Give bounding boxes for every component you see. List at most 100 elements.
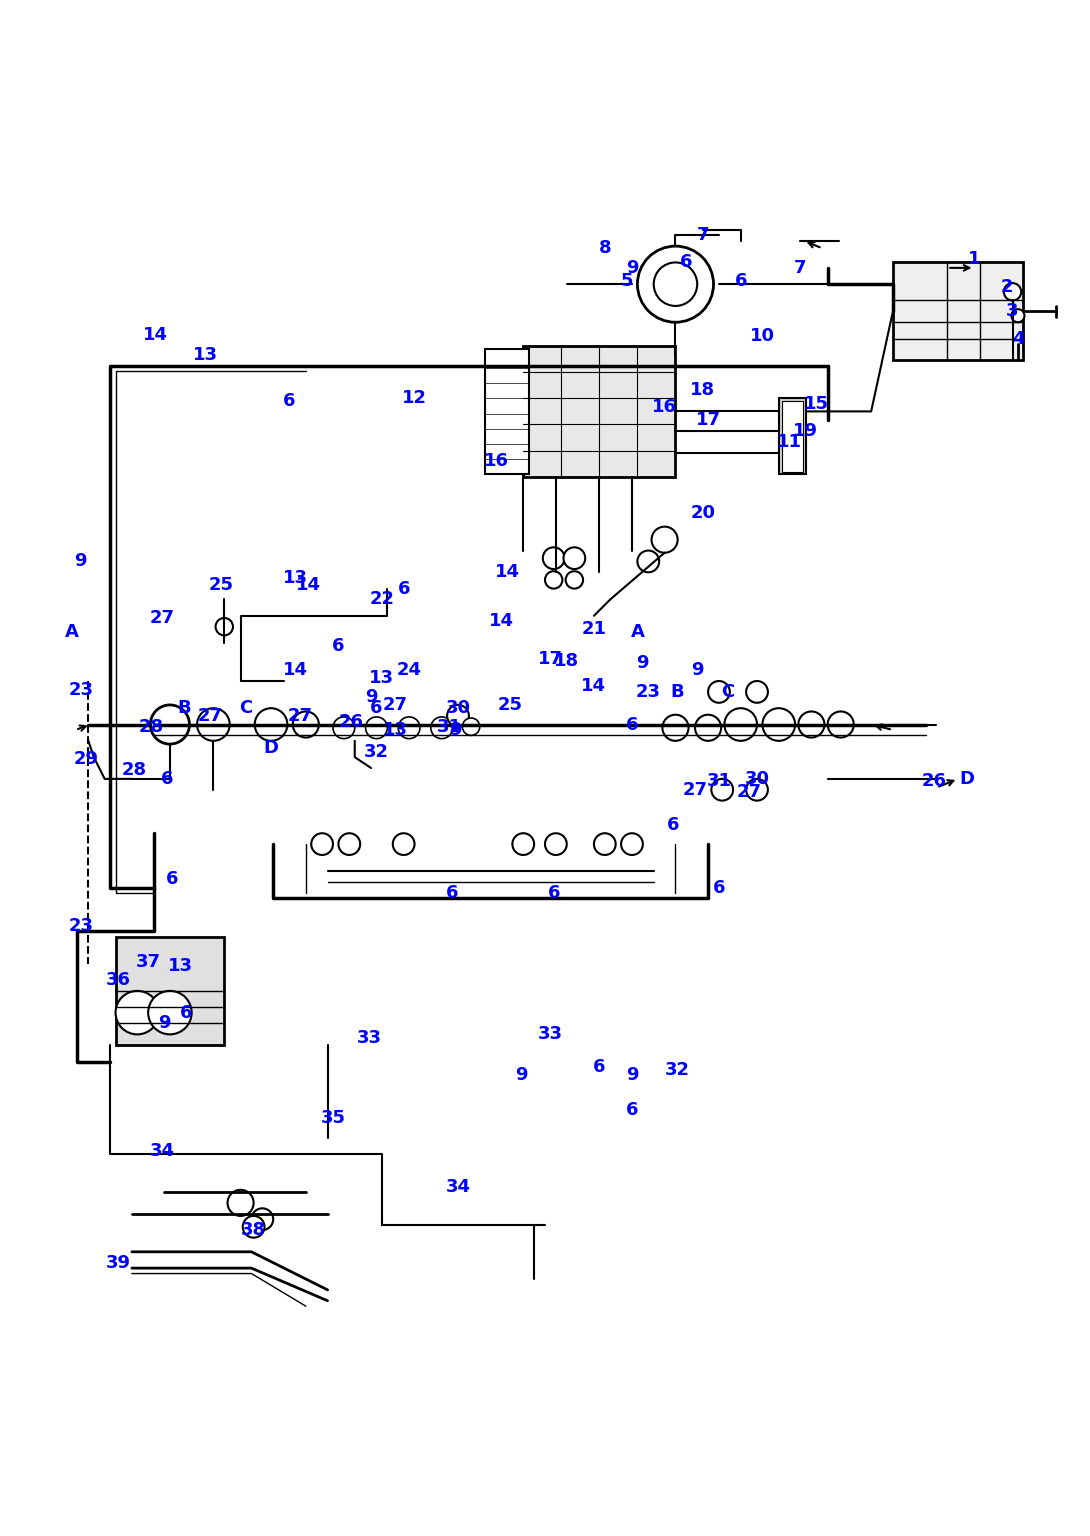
Text: 26: 26 [339,713,364,731]
Circle shape [712,779,734,800]
Text: 13: 13 [383,720,408,739]
Circle shape [747,680,767,703]
Circle shape [654,263,698,306]
Text: 6: 6 [713,879,725,897]
Circle shape [652,527,678,553]
Text: 31: 31 [437,717,462,736]
Text: 23: 23 [69,680,94,699]
Text: 3: 3 [1006,303,1019,321]
Bar [116,937,225,1044]
Text: B: B [670,684,685,700]
Circle shape [398,717,420,739]
Circle shape [638,550,659,573]
Circle shape [255,708,288,740]
Circle shape [545,833,567,856]
Text: 14: 14 [282,660,307,679]
Circle shape [252,1209,274,1230]
Circle shape [312,833,332,856]
Text: 30: 30 [446,699,471,717]
Text: 9: 9 [449,720,462,739]
Text: 27: 27 [682,780,707,799]
Circle shape [197,708,230,740]
Text: 2: 2 [1001,278,1014,296]
Text: 26: 26 [922,773,947,790]
Bar [485,349,529,475]
Text: 28: 28 [138,717,164,736]
Circle shape [663,714,689,740]
Text: 14: 14 [495,564,520,581]
Text: 5: 5 [620,272,633,290]
Text: 9: 9 [74,553,87,570]
Circle shape [365,717,387,739]
Circle shape [708,680,730,703]
Circle shape [566,571,583,588]
Text: 14: 14 [489,613,514,630]
Text: D: D [959,770,974,788]
Circle shape [827,711,853,737]
Text: 28: 28 [121,762,146,779]
Text: 6: 6 [735,272,747,290]
Circle shape [216,617,233,636]
Circle shape [564,547,585,568]
Text: 25: 25 [208,576,233,594]
Text: C: C [720,684,735,700]
Text: 13: 13 [193,346,218,364]
Text: 4: 4 [1012,330,1025,347]
Text: 6: 6 [166,869,179,888]
Text: 6: 6 [446,885,459,902]
Text: C: C [240,699,253,717]
Text: 36: 36 [107,971,131,989]
Bar [893,263,1024,361]
Text: 17: 17 [695,412,720,429]
Text: 37: 37 [135,952,160,971]
Circle shape [1004,283,1021,301]
Text: 34: 34 [446,1178,471,1195]
Text: 17: 17 [538,650,562,668]
Circle shape [431,717,452,739]
Text: 6: 6 [398,579,410,598]
Text: 6: 6 [667,816,679,834]
Text: 34: 34 [149,1141,174,1160]
Text: 13: 13 [370,668,395,687]
Bar [782,401,802,472]
Circle shape [762,708,795,740]
Text: B: B [178,699,191,717]
Text: 6: 6 [593,1058,606,1077]
Text: 39: 39 [107,1253,131,1272]
Circle shape [116,991,159,1034]
Text: 9: 9 [626,260,639,276]
Text: 6: 6 [680,253,692,272]
Text: 25: 25 [498,696,523,714]
Text: 6: 6 [626,716,639,734]
Text: 27: 27 [383,696,408,714]
Text: 18: 18 [690,381,715,399]
Text: 24: 24 [397,660,422,679]
Bar [778,398,806,475]
Text: 33: 33 [356,1029,381,1046]
Text: 9: 9 [626,1066,639,1083]
Text: 6: 6 [547,885,560,902]
Text: 6: 6 [283,392,295,410]
Text: 14: 14 [143,326,168,344]
Text: 30: 30 [744,770,770,788]
Circle shape [228,1190,254,1217]
Circle shape [150,705,190,743]
Text: 13: 13 [282,568,307,587]
Text: 9: 9 [691,660,703,679]
Circle shape [594,833,616,856]
Text: 27: 27 [149,608,174,627]
Circle shape [543,547,565,568]
Text: 27: 27 [197,707,222,725]
Text: 31: 31 [706,773,731,790]
Circle shape [545,571,562,588]
Text: 6: 6 [180,1003,193,1021]
Text: 27: 27 [288,707,313,725]
Text: 21: 21 [581,621,606,637]
Text: 8: 8 [598,240,611,258]
Text: 11: 11 [777,433,802,452]
Text: 18: 18 [554,653,579,670]
Text: A: A [630,624,644,641]
Text: 6: 6 [332,637,344,656]
Circle shape [798,711,824,737]
Text: 32: 32 [665,1061,690,1080]
